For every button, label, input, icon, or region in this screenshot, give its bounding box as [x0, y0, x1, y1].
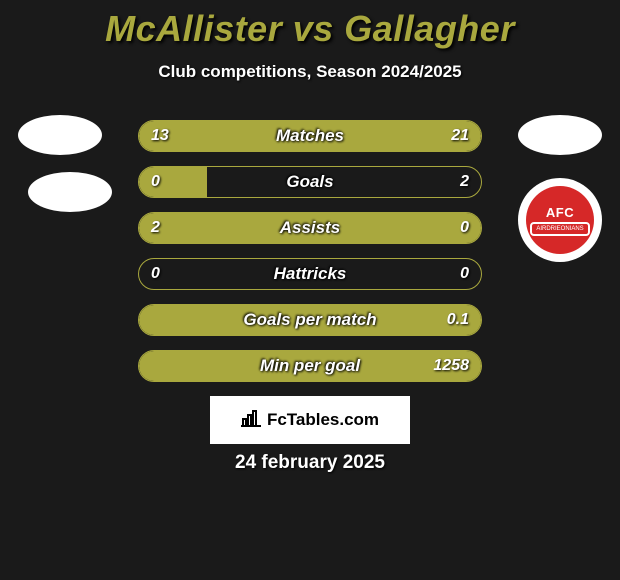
page-title: McAllister vs Gallagher	[0, 0, 620, 50]
player-left-photo-placeholder	[18, 115, 102, 155]
stat-row: 02Goals	[138, 166, 482, 198]
stat-row: 00Hattricks	[138, 258, 482, 290]
player-left-club-placeholder	[28, 172, 112, 212]
stat-label: Hattricks	[139, 259, 481, 289]
stat-label: Assists	[139, 213, 481, 243]
stat-label: Goals	[139, 167, 481, 197]
brand-badge: FcTables.com	[210, 396, 410, 444]
stat-label: Min per goal	[139, 351, 481, 381]
chart-icon	[241, 409, 261, 432]
player-right-photo-placeholder	[518, 115, 602, 155]
stat-label: Matches	[139, 121, 481, 151]
club-logo-text: AFC	[546, 205, 574, 220]
stat-row: 0.1Goals per match	[138, 304, 482, 336]
subtitle: Club competitions, Season 2024/2025	[0, 62, 620, 82]
player-right-club-logo: AFC AIRDRIEONIANS	[518, 178, 602, 262]
date-text: 24 february 2025	[0, 452, 620, 474]
stat-row: 20Assists	[138, 212, 482, 244]
club-logo-banner: AIRDRIEONIANS	[530, 222, 590, 236]
stat-row: 1321Matches	[138, 120, 482, 152]
title-player-left: McAllister	[105, 8, 282, 49]
stat-label: Goals per match	[139, 305, 481, 335]
stats-bars-container: 1321Matches 02Goals 20Assists 00Hattricks 0.…	[138, 120, 482, 396]
title-vs: vs	[282, 8, 344, 49]
stat-row: 1258Min per goal	[138, 350, 482, 382]
brand-text: FcTables.com	[267, 410, 379, 430]
title-player-right: Gallagher	[344, 8, 515, 49]
